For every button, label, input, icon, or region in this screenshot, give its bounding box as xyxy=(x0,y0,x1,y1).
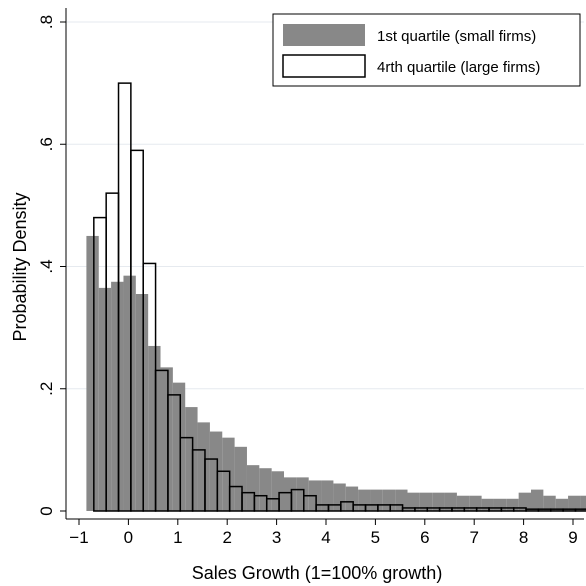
bar-small-firms-32 xyxy=(481,498,494,511)
bar-small-firms-21 xyxy=(345,486,359,511)
bar-small-firms-33 xyxy=(493,498,507,511)
y-axis-ticks: 0 .2 .4 .6 .8 xyxy=(37,15,66,516)
x-tick-label-6: 5 xyxy=(371,528,380,547)
bar-small-firms-11 xyxy=(222,437,235,511)
bar-small-firms-6 xyxy=(160,367,173,511)
legend-label-large-firms: 4rth quartile (large firms) xyxy=(377,59,540,76)
x-tick-label-0: −1 xyxy=(69,528,88,547)
bar-large-firms-17 xyxy=(303,494,317,512)
x-tick-label-2: 1 xyxy=(173,528,182,547)
bar-small-firms-36 xyxy=(531,489,544,511)
bar-small-firms-22 xyxy=(358,489,371,511)
bar-small-firms-5 xyxy=(148,345,161,511)
bar-small-firms-28 xyxy=(432,492,445,511)
bar-small-firms-1 xyxy=(98,287,112,511)
bar-small-firms-37 xyxy=(543,495,556,511)
bar-small-firms-38 xyxy=(555,498,569,511)
x-tick-label-7: 6 xyxy=(420,528,429,547)
bar-small-firms-12 xyxy=(234,446,247,511)
y-axis-title: Probability Density xyxy=(10,192,30,341)
bar-small-firms-40 xyxy=(580,495,586,511)
bar-small-firms-24 xyxy=(382,489,396,511)
bar-small-firms-26 xyxy=(407,492,420,511)
legend: 1st quartile (small firms) 4rth quartile… xyxy=(272,13,581,87)
bar-small-firms-19 xyxy=(321,480,334,511)
y-tick-label-4: .8 xyxy=(37,15,56,29)
x-tick-label-8: 7 xyxy=(469,528,478,547)
bar-small-firms-9 xyxy=(197,422,210,511)
bar-small-firms-39 xyxy=(568,495,581,511)
bar-small-firms-15 xyxy=(271,471,285,511)
y-tick-label-3: .6 xyxy=(37,137,56,151)
bar-small-firms-30 xyxy=(456,495,470,511)
legend-swatch-small-firms xyxy=(283,24,365,46)
bar-small-firms-27 xyxy=(419,492,433,511)
y-tick-label-2: .4 xyxy=(37,259,56,273)
bar-small-firms-35 xyxy=(518,492,532,511)
bar-small-firms-25 xyxy=(395,489,408,511)
bar-small-firms-16 xyxy=(284,477,297,511)
legend-label-small-firms: 1st quartile (small firms) xyxy=(377,28,536,45)
bar-small-firms-29 xyxy=(444,492,457,511)
bar-small-firms-2 xyxy=(111,281,124,511)
bar-small-firms-23 xyxy=(370,489,383,511)
legend-swatch-large-firms xyxy=(282,54,366,78)
x-axis-ticks: −1 0 1 2 3 4 5 6 7 8 9 xyxy=(69,519,578,547)
series-small-firms-bars xyxy=(86,235,586,511)
bar-small-firms-10 xyxy=(209,431,223,511)
bar-small-firms-8 xyxy=(185,407,198,511)
bar-small-firms-34 xyxy=(506,498,519,511)
bar-small-firms-13 xyxy=(246,465,260,511)
x-tick-label-9: 8 xyxy=(519,528,528,547)
y-tick-label-0: 0 xyxy=(37,506,56,515)
x-axis-title: Sales Growth (1=100% growth) xyxy=(192,563,443,583)
x-tick-label-3: 2 xyxy=(222,528,231,547)
bar-small-firms-31 xyxy=(469,495,482,511)
bar-small-firms-20 xyxy=(333,483,346,511)
x-tick-label-5: 4 xyxy=(321,528,330,547)
bar-small-firms-14 xyxy=(259,468,272,511)
bar-small-firms-7 xyxy=(172,382,186,511)
series-large-firms-bars xyxy=(93,82,586,512)
bar-small-firms-17 xyxy=(296,477,309,511)
x-tick-label-1: 0 xyxy=(124,528,133,547)
bar-small-firms-0 xyxy=(86,235,99,511)
bar-small-firms-3 xyxy=(123,275,136,511)
bar-small-firms-4 xyxy=(135,294,149,511)
x-tick-label-10: 9 xyxy=(568,528,577,547)
y-tick-label-1: .2 xyxy=(37,382,56,396)
axes xyxy=(65,8,584,520)
bar-large-firms-39 xyxy=(574,508,586,512)
x-tick-label-4: 3 xyxy=(272,528,281,547)
